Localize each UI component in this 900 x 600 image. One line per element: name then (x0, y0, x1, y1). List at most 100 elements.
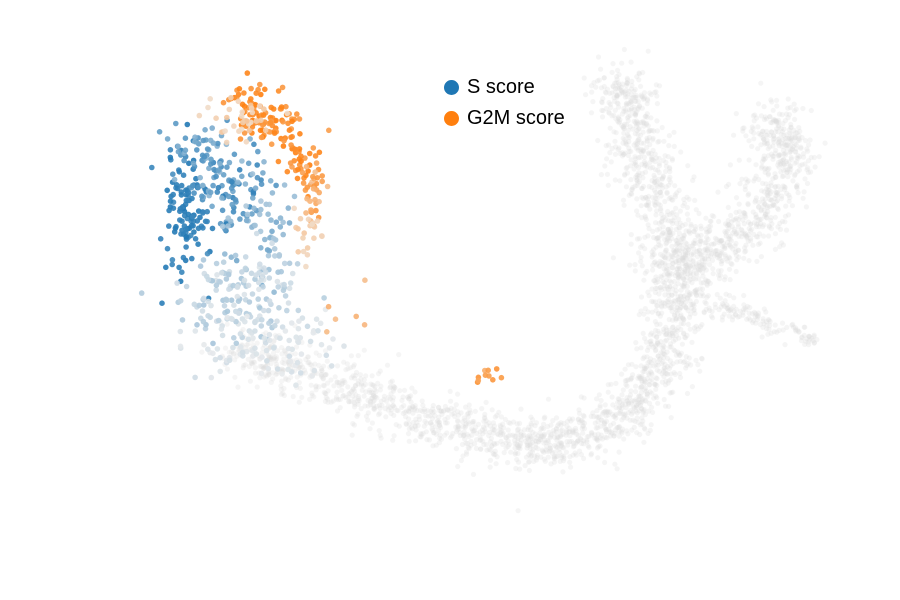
g2m-score-point (313, 160, 320, 166)
background-cell-point (653, 327, 659, 333)
s-score-point (197, 174, 203, 181)
background-cell-point (660, 345, 666, 351)
background-cell-point (584, 434, 590, 440)
background-cell-point (570, 429, 576, 435)
background-cell-point (628, 148, 634, 154)
background-cell-point (680, 256, 686, 262)
background-cell-point (365, 410, 371, 416)
background-cell-point (783, 142, 789, 148)
background-cell-point (649, 298, 655, 304)
background-cell-point (622, 91, 628, 97)
background-cell-point (642, 379, 649, 385)
background-cell-point (633, 123, 639, 129)
s-score-point (304, 323, 311, 330)
background-cell-point (538, 434, 544, 440)
background-cell-point (636, 71, 643, 77)
background-cell-point (320, 375, 326, 381)
background-cell-point (405, 431, 412, 437)
background-cell-point (679, 255, 685, 261)
background-cell-point (801, 189, 807, 195)
g2m-score-point (319, 173, 326, 179)
background-cell-point (628, 99, 634, 105)
background-cell-point (515, 437, 521, 444)
s-score-point (228, 315, 234, 322)
background-cell-point (600, 411, 606, 417)
background-cell-point (268, 354, 274, 360)
background-cell-point (403, 414, 409, 420)
background-cell-point (369, 382, 376, 388)
background-cell-point (367, 398, 373, 404)
background-cell-point (548, 461, 554, 467)
background-cell-point (477, 434, 483, 440)
background-cell-point (760, 224, 766, 230)
background-cell-point (664, 371, 670, 377)
background-cell-point (492, 414, 498, 420)
s-score-point (172, 225, 179, 232)
background-cell-point (623, 139, 629, 145)
background-cell-point (350, 364, 356, 370)
background-cell-point (656, 155, 662, 161)
s-score-point (209, 125, 215, 131)
background-cell-point (779, 128, 786, 135)
background-cell-point (367, 402, 373, 408)
background-cell-point (245, 356, 251, 362)
background-cell-point (608, 104, 614, 111)
background-cell-point (653, 342, 659, 348)
background-cell-point (662, 217, 669, 223)
background-cell-point (368, 395, 375, 401)
background-cell-point (655, 201, 662, 207)
background-cell-point (654, 208, 660, 214)
background-cell-point (678, 350, 685, 356)
background-cell-point (640, 96, 647, 102)
background-cell-point (533, 444, 539, 451)
background-cell-point (602, 459, 608, 466)
background-cell-point (662, 303, 668, 309)
background-cell-point (517, 446, 523, 452)
background-cell-point (652, 89, 658, 95)
background-cell-point (322, 372, 328, 378)
background-cell-point (431, 430, 437, 436)
s-score-point (279, 371, 285, 377)
background-cell-point (550, 418, 556, 424)
background-cell-point (693, 292, 700, 298)
background-cell-point (635, 147, 641, 153)
s-score-point (289, 270, 296, 277)
background-cell-point (570, 429, 576, 435)
background-cell-point (651, 187, 658, 193)
background-cell-point (580, 423, 586, 429)
background-cell-point (650, 147, 656, 153)
background-cell-point (695, 233, 701, 239)
background-cell-point (477, 437, 483, 443)
background-cell-point (686, 355, 692, 361)
background-cell-point (704, 229, 710, 235)
background-cell-point (634, 430, 640, 436)
background-cell-point (367, 426, 373, 432)
background-cell-point (361, 347, 367, 353)
background-cell-point (573, 452, 580, 458)
s-score-point (277, 335, 283, 342)
background-cell-point (596, 444, 602, 450)
s-score-point (208, 374, 215, 381)
background-cell-point (630, 372, 636, 378)
background-cell-point (496, 409, 502, 415)
background-cell-point (631, 142, 637, 148)
background-cell-point (793, 328, 799, 334)
background-cell-point (676, 230, 683, 236)
background-cell-point (391, 433, 397, 439)
background-cell-point (624, 100, 630, 106)
background-cell-point (437, 432, 443, 438)
background-cell-point (684, 241, 690, 247)
background-cell-point (575, 416, 582, 422)
background-cell-point (629, 375, 635, 381)
background-cell-point (247, 378, 253, 384)
background-cell-point (564, 439, 570, 445)
background-cell-point (406, 408, 412, 414)
s-score-point (328, 363, 335, 369)
background-cell-point (655, 400, 661, 406)
background-cell-point (390, 402, 396, 409)
background-cell-point (603, 427, 610, 433)
background-cell-point (680, 321, 687, 327)
background-cell-point (663, 332, 669, 338)
background-cell-point (652, 299, 658, 305)
background-cell-point (612, 85, 619, 92)
